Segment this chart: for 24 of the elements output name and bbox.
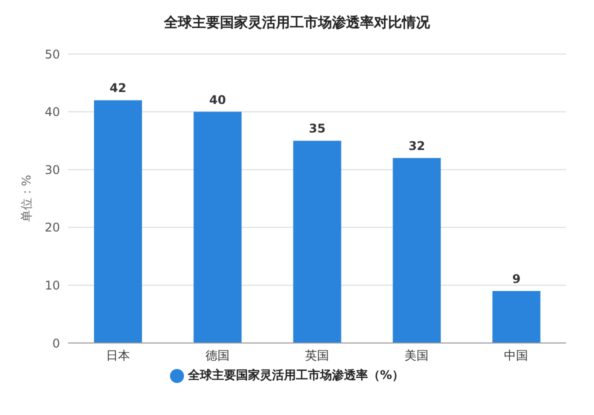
legend-label: 全球主要国家灵活用工市场渗透率（%） [188, 368, 404, 382]
x-tick-label: 美国 [404, 348, 429, 363]
data-label: 32 [408, 139, 426, 154]
x-tick-label: 日本 [106, 348, 130, 363]
data-label: 9 [512, 272, 521, 286]
chart-title: 全球主要国家灵活用工市场渗透率对比情况 [163, 14, 431, 33]
bar [392, 158, 441, 343]
x-tick-label: 德国 [205, 348, 230, 363]
y-axis-title: 单位：% [19, 174, 34, 222]
y-tick-label: 30 [44, 162, 60, 177]
y-tick-label: 20 [44, 220, 60, 235]
data-label: 35 [308, 122, 326, 136]
bar [492, 290, 540, 343]
bar [194, 112, 242, 343]
y-tick-label: 0 [52, 336, 60, 350]
y-tick-label: 40 [44, 105, 60, 120]
bar [94, 100, 142, 343]
x-tick-label: 中国 [504, 348, 528, 363]
y-tick-label: 10 [44, 278, 60, 292]
y-tick-label: 50 [44, 47, 60, 62]
data-label: 42 [110, 81, 126, 96]
x-tick-label: 英国 [305, 348, 329, 363]
bar [293, 140, 342, 343]
data-label: 40 [209, 92, 226, 107]
